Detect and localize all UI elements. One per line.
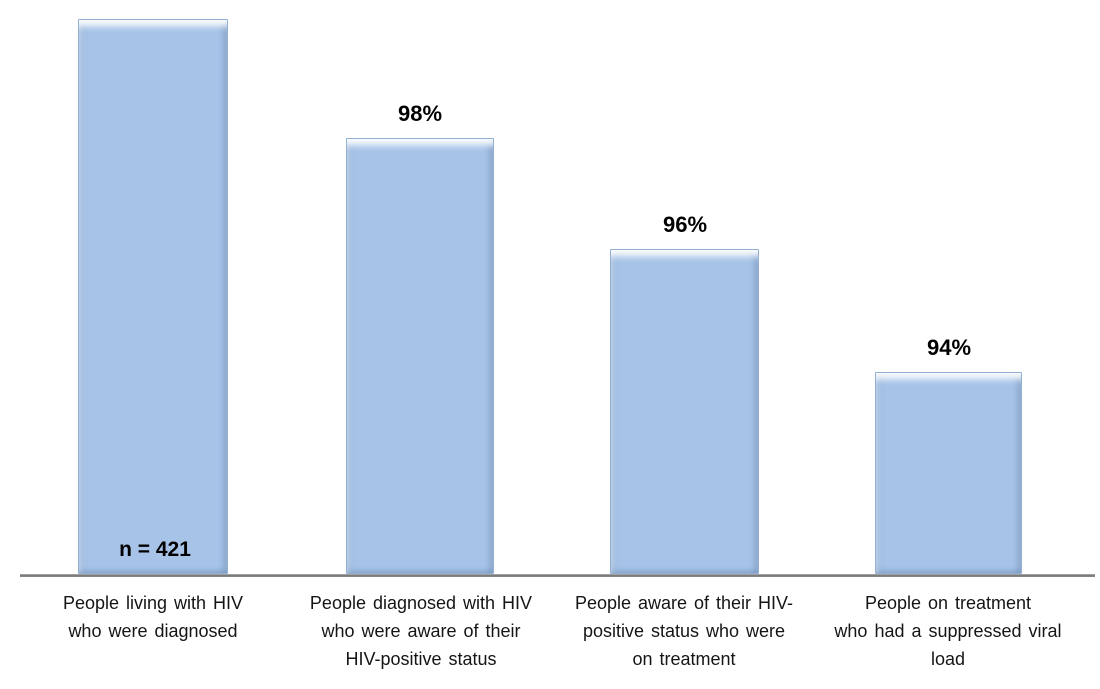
bar-suppressed-viral-load bbox=[875, 372, 1022, 574]
category-label-suppressed: People on treatment who had a suppressed… bbox=[798, 589, 1098, 673]
category-label-line: positive status who were bbox=[582, 621, 786, 641]
category-label-on-treatment: People aware of their HIV- positive stat… bbox=[534, 589, 834, 673]
category-label-line: People diagnosed with HIV bbox=[309, 593, 533, 613]
bar-on-treatment bbox=[610, 249, 759, 574]
category-label-line: who were diagnosed bbox=[68, 621, 238, 641]
bar-people-living-with-hiv-diagnosed bbox=[78, 19, 228, 574]
category-label-line: HIV-positive status bbox=[345, 649, 497, 669]
category-label-aware: People diagnosed with HIV who were aware… bbox=[271, 589, 571, 673]
x-axis-line bbox=[20, 574, 1095, 577]
category-label-diagnosed: People living with HIV who were diagnose… bbox=[3, 589, 303, 645]
value-label-94: 94% bbox=[926, 335, 972, 360]
value-label-98: 98% bbox=[397, 101, 443, 126]
category-label-line: who were aware of their bbox=[321, 621, 521, 641]
category-label-line: load bbox=[930, 649, 966, 669]
category-label-line: who had a suppressed viral bbox=[834, 621, 1062, 641]
category-label-line: People aware of their HIV- bbox=[574, 593, 794, 613]
n-count-label: n = 421 bbox=[119, 538, 191, 561]
category-label-line: People on treatment bbox=[864, 593, 1032, 613]
value-label-96: 96% bbox=[662, 212, 708, 237]
bar-aware-of-hiv-positive-status bbox=[346, 138, 494, 574]
category-label-line: People living with HIV bbox=[62, 593, 244, 613]
category-label-line: on treatment bbox=[632, 649, 736, 669]
